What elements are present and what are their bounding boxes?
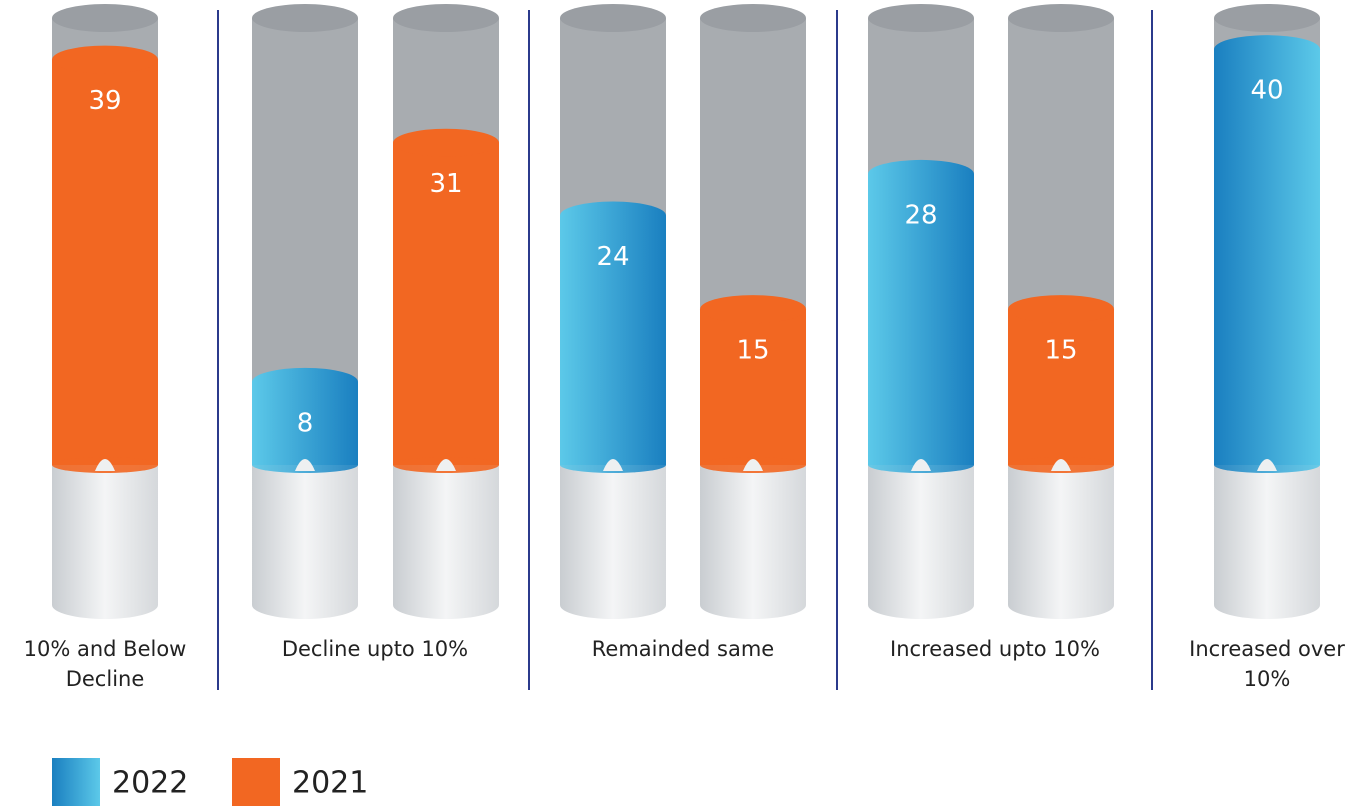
drop: [436, 459, 456, 471]
drop: [911, 459, 931, 471]
category-label: Increased upto 10%: [890, 637, 1100, 661]
legend-label: 2021: [292, 766, 368, 801]
bar: [393, 142, 499, 465]
bar: [52, 59, 158, 466]
value-label: 40: [1250, 76, 1283, 106]
cylinder-bottom: [1214, 591, 1320, 619]
bar: [868, 173, 974, 465]
cylinder-top: [1008, 4, 1114, 32]
drop: [743, 459, 763, 471]
legend-label: 2022: [112, 766, 188, 801]
bar-top: [52, 45, 158, 74]
bar: [1008, 309, 1114, 465]
category-label: Decline upto 10%: [281, 637, 469, 661]
legend-swatch: [232, 758, 280, 806]
value-label: 39: [88, 86, 121, 116]
value-label: 31: [429, 169, 462, 199]
cylinder-bottom: [52, 591, 158, 619]
cylinder-bottom: [560, 591, 666, 619]
bar-top: [393, 128, 499, 157]
value-label: 8: [297, 408, 314, 438]
cylinder-top: [252, 4, 358, 32]
cylinder-bottom: [393, 591, 499, 619]
value-label: 28: [904, 200, 937, 230]
cylinder-base: [252, 465, 358, 605]
bar-top: [1214, 35, 1320, 64]
cylinder-base: [52, 465, 158, 605]
cylinder-bottom: [700, 591, 806, 619]
cylinder-bottom: [252, 591, 358, 619]
bar-top: [1008, 295, 1114, 324]
cylinder-top: [560, 4, 666, 32]
drop: [1051, 459, 1071, 471]
bar-top: [560, 201, 666, 230]
bar: [1214, 49, 1320, 466]
cylinder-top: [1214, 4, 1320, 32]
cylinder-base: [1214, 465, 1320, 605]
cylinder-bottom: [868, 591, 974, 619]
cylinder-base: [1008, 465, 1114, 605]
value-label: 15: [1044, 336, 1077, 366]
drop: [295, 459, 315, 471]
drop: [603, 459, 623, 471]
cylinder-base: [868, 465, 974, 605]
cylinder-top: [868, 4, 974, 32]
cylinder-top: [52, 4, 158, 32]
cylinder-top: [700, 4, 806, 32]
cylinder-bottom: [1008, 591, 1114, 619]
bar: [560, 215, 666, 465]
legend-swatch: [52, 758, 100, 806]
bar-top: [868, 159, 974, 188]
bar: [700, 309, 806, 465]
category-label: 10% and Below Decline: [23, 637, 187, 691]
value-label: 15: [736, 336, 769, 366]
cylinder-base: [700, 465, 806, 605]
value-label: 24: [596, 242, 629, 272]
bar-top: [700, 295, 806, 324]
cylinder-top: [393, 4, 499, 32]
bar-top: [252, 367, 358, 396]
cylinder-base: [393, 465, 499, 605]
category-label: Increased over 10%: [1189, 637, 1345, 691]
drop: [95, 459, 115, 471]
cylinder-base: [560, 465, 666, 605]
category-label: Remainded same: [591, 637, 775, 661]
drop: [1257, 459, 1277, 471]
